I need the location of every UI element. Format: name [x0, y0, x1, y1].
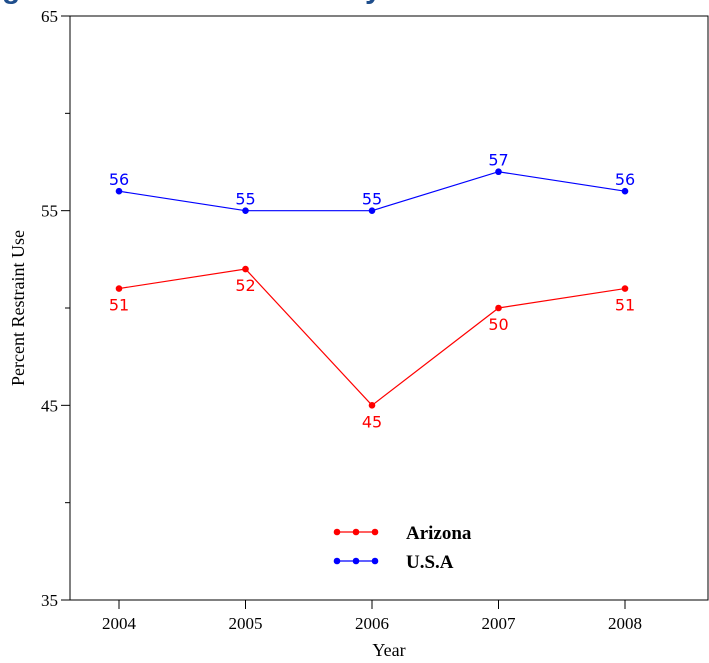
series-line-arizona	[118, 268, 626, 407]
data-point-arizona	[115, 285, 123, 292]
legend-item-arizona: Arizona	[333, 523, 472, 544]
legend-marker-arizona	[352, 528, 360, 536]
x-axis-ticks: 2004 2005 2006 2007 2008	[102, 600, 642, 633]
legend-label-arizona: Arizona	[406, 523, 472, 544]
x-tick-label: 2006	[355, 614, 389, 633]
legend-marker-usa	[352, 557, 360, 565]
legend-marker-usa	[333, 557, 341, 565]
y-axis-title: Percent Restraint Use	[8, 230, 28, 386]
data-point-arizona	[242, 265, 249, 273]
data-label-arizona: 50	[488, 315, 508, 334]
x-tick-label: 2007	[482, 614, 517, 633]
data-point-arizona	[368, 402, 376, 409]
legend-marker-arizona	[371, 528, 379, 536]
data-point-u-s-a	[368, 207, 376, 214]
data-label-u-s-a: 57	[488, 151, 508, 170]
data-point-u-s-a	[621, 187, 629, 195]
plot-frame	[69, 15, 709, 601]
legend-item-usa: U.S.A	[333, 552, 454, 573]
legend: Arizona U.S.A	[333, 523, 472, 573]
data-label-u-s-a: 55	[235, 190, 255, 209]
title-fragment-left: g	[2, 0, 20, 5]
data-label-arizona: 51	[109, 296, 129, 315]
title-fragment-right: y	[365, 0, 382, 5]
legend-marker-arizona	[333, 528, 341, 536]
data-label-u-s-a: 56	[615, 170, 635, 189]
data-point-arizona	[621, 285, 629, 292]
data-label-arizona: 52	[235, 276, 255, 295]
data-point-arizona	[495, 304, 502, 312]
data-label-arizona: 51	[615, 296, 635, 315]
data-point-u-s-a	[115, 187, 123, 195]
x-tick-label: 2008	[608, 614, 642, 633]
y-tick-label: 65	[41, 7, 58, 26]
data-label-arizona: 45	[362, 412, 382, 431]
data-label-u-s-a: 55	[362, 190, 382, 209]
y-tick-label: 55	[41, 202, 58, 221]
legend-label-usa: U.S.A	[406, 552, 454, 573]
x-tick-label: 2004	[102, 614, 137, 633]
y-tick-label: 35	[41, 591, 58, 610]
series-layer: 51 52 45 50 51 56 55 55 57 56	[109, 151, 635, 432]
x-tick-label: 2005	[229, 614, 263, 633]
data-label-u-s-a: 56	[109, 170, 129, 189]
legend-marker-usa	[371, 557, 379, 565]
x-axis-title: Year	[372, 640, 405, 660]
y-tick-label: 45	[41, 396, 58, 415]
y-axis-ticks: 35 45 55 65	[41, 7, 70, 610]
data-point-u-s-a	[242, 207, 249, 214]
data-point-u-s-a	[495, 168, 502, 176]
